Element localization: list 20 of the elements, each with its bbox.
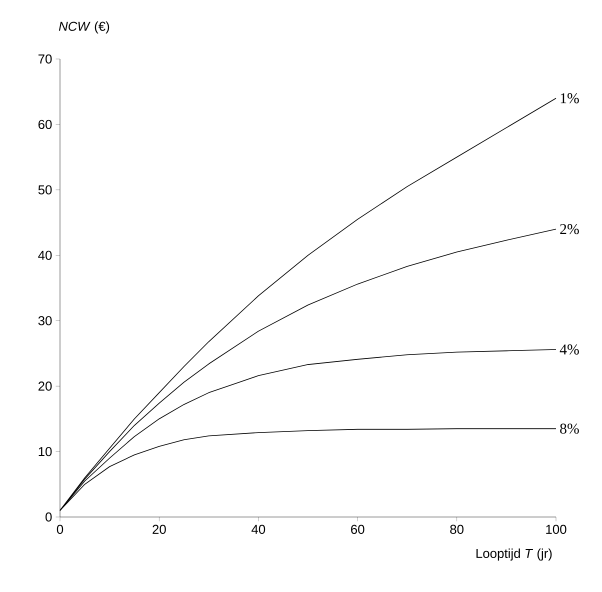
x-tick-label: 20 xyxy=(152,524,166,534)
x-tick-label: 40 xyxy=(251,524,266,534)
y-tick-label: 50 xyxy=(38,185,52,194)
x-tick-label: 80 xyxy=(450,524,464,534)
y-tick-label: 70 xyxy=(38,54,52,64)
series-label: 1% xyxy=(560,93,579,104)
x-axis-title: Looptijd T (jr) xyxy=(476,548,552,561)
series-label: 2% xyxy=(560,224,579,234)
y-tick-label: 10 xyxy=(38,446,52,456)
y-tick-label: 40 xyxy=(38,250,52,260)
y-tick-label: 60 xyxy=(38,120,52,130)
y-tick-label: 30 xyxy=(38,316,52,326)
x-tick-label: 100 xyxy=(546,524,566,534)
x-tick-label: 60 xyxy=(351,524,364,534)
y-tick-label: 0 xyxy=(46,512,52,522)
series-label: 4% xyxy=(560,344,579,355)
y-axis-title: NCW (€) xyxy=(58,21,110,34)
x-tick-label: 0 xyxy=(56,524,64,534)
series-label: 8% xyxy=(560,424,579,434)
y-tick-label: 20 xyxy=(38,382,52,391)
